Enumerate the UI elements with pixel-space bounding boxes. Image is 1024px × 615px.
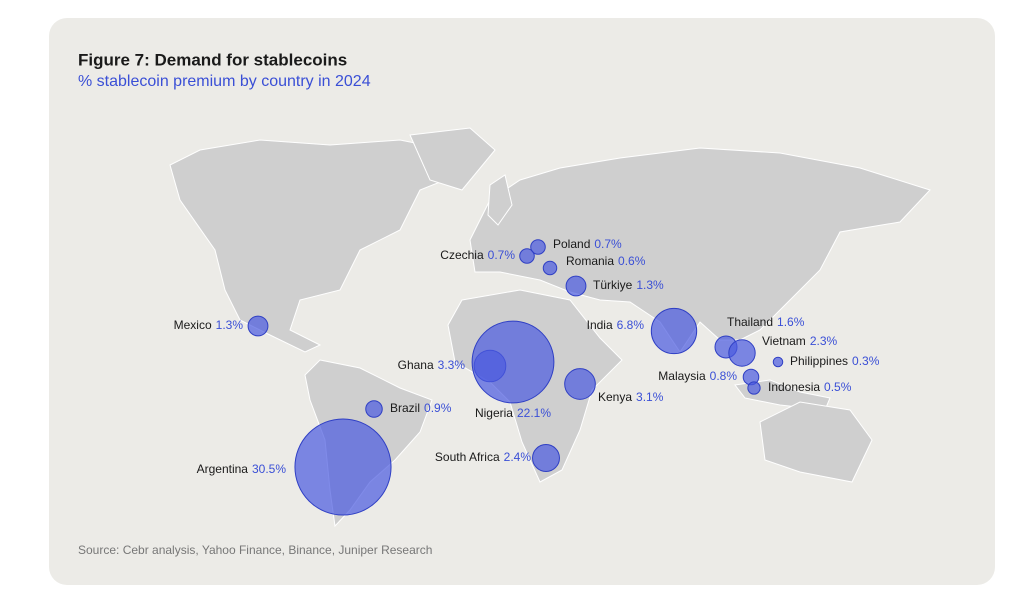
bubble-label: India 6.8% — [587, 318, 645, 332]
bubbles — [247, 239, 784, 516]
bubble — [294, 418, 392, 516]
land — [487, 174, 513, 226]
value-label: 3.3% — [438, 358, 466, 372]
country-name: Vietnam — [762, 334, 806, 348]
bubble-label: Ghana 3.3% — [398, 358, 466, 372]
bubble — [747, 381, 761, 395]
labels: Czechia 0.7%Poland 0.7%Romania 0.6%Türkiye 1… — [174, 237, 880, 476]
value-label: 3.1% — [636, 390, 664, 404]
bubble-label: Türkiye 1.3% — [593, 278, 664, 292]
country-name: Poland — [553, 237, 590, 251]
country-name: Ghana — [398, 358, 434, 372]
bubble-label: Czechia 0.7% — [440, 248, 515, 262]
land — [759, 401, 873, 483]
bubble-label: Vietnam 2.3% — [762, 334, 837, 348]
bubble-label: Philippines 0.3% — [790, 354, 880, 368]
value-label: 0.9% — [424, 401, 452, 415]
country-name: Brazil — [390, 401, 420, 415]
value-label: 6.8% — [617, 318, 645, 332]
country-name: Thailand — [727, 315, 773, 329]
bubble-label: Mexico 1.3% — [174, 318, 244, 332]
country-name: Argentina — [197, 462, 249, 476]
country-name: Türkiye — [593, 278, 633, 292]
country-name: South Africa — [435, 450, 500, 464]
value-label: 2.4% — [504, 450, 532, 464]
value-label: 0.7% — [594, 237, 622, 251]
country-name: Czechia — [440, 248, 484, 262]
value-label: 0.6% — [618, 254, 646, 268]
chart-title: Figure 7: Demand for stablecoins — [78, 50, 347, 69]
bubble-label: South Africa 2.4% — [435, 450, 531, 464]
bubble — [728, 339, 756, 367]
bubble — [542, 260, 558, 276]
value-label: 30.5% — [252, 462, 286, 476]
bubble — [519, 248, 535, 264]
bubble — [247, 315, 269, 337]
value-label: 0.3% — [852, 354, 880, 368]
source-note: Source: Cebr analysis, Yahoo Finance, Bi… — [78, 543, 432, 557]
country-name: Malaysia — [658, 369, 706, 383]
bubble-label: Malaysia 0.8% — [658, 369, 737, 383]
bubble-label: Indonesia 0.5% — [768, 380, 852, 394]
country-name: Indonesia — [768, 380, 820, 394]
country-name: Romania — [566, 254, 614, 268]
value-label: 1.3% — [636, 278, 664, 292]
bubble — [565, 275, 587, 297]
country-name: India — [587, 318, 613, 332]
bubble-label: Argentina 30.5% — [197, 462, 287, 476]
value-label: 2.3% — [810, 334, 838, 348]
bubble-label: Brazil 0.9% — [390, 401, 452, 415]
bubble — [650, 307, 698, 355]
bubble-label: Thailand 1.6% — [727, 315, 805, 329]
bubble — [530, 239, 546, 255]
bubble — [365, 400, 383, 418]
bubble — [471, 320, 555, 404]
land — [409, 127, 496, 191]
country-name: Nigeria — [475, 406, 513, 420]
value-label: 22.1% — [517, 406, 551, 420]
country-name: Mexico — [174, 318, 212, 332]
value-label: 1.3% — [216, 318, 244, 332]
bubble — [564, 368, 596, 400]
country-name: Kenya — [598, 390, 632, 404]
country-name: Philippines — [790, 354, 848, 368]
bubble — [772, 356, 784, 368]
value-label: 1.6% — [777, 315, 805, 329]
bubble-label: Nigeria 22.1% — [475, 406, 551, 420]
bubble-label: Kenya 3.1% — [598, 390, 664, 404]
value-label: 0.5% — [824, 380, 852, 394]
chart-subtitle: % stablecoin premium by country in 2024 — [78, 73, 371, 90]
bubble — [532, 444, 560, 472]
bubble-label: Romania 0.6% — [566, 254, 646, 268]
value-label: 0.7% — [488, 248, 516, 262]
bubble-label: Poland 0.7% — [553, 237, 622, 251]
value-label: 0.8% — [710, 369, 738, 383]
